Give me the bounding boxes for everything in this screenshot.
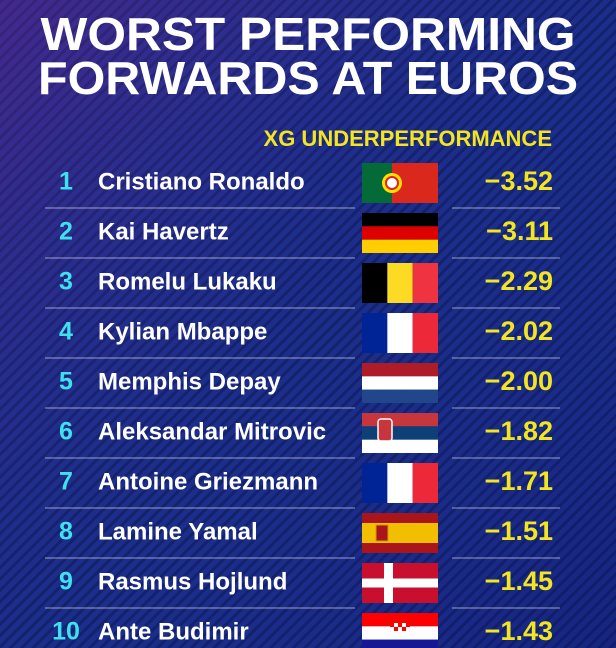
flag bbox=[362, 613, 438, 648]
xg-value: −1.43 bbox=[485, 616, 553, 646]
table-row: 6 Aleksandar Mitrovic −1.82 bbox=[45, 413, 560, 459]
player-name: Kai Havertz bbox=[98, 218, 229, 245]
column-title: XG UNDERPERFORMANCE bbox=[264, 126, 552, 151]
xg-value: −1.51 bbox=[485, 516, 553, 546]
flag-part bbox=[362, 363, 438, 377]
flag-part bbox=[362, 226, 438, 240]
flag bbox=[362, 513, 438, 553]
player-name: Romelu Lukaku bbox=[98, 268, 277, 295]
flag-part bbox=[362, 313, 388, 353]
rank: 10 bbox=[52, 618, 80, 646]
flag bbox=[362, 413, 438, 453]
player-name: Memphis Depay bbox=[98, 368, 281, 395]
title-line: FORWARDS AT EUROS bbox=[38, 52, 578, 104]
flag-part bbox=[362, 239, 438, 253]
rank: 8 bbox=[59, 518, 73, 546]
xg-value: −2.00 bbox=[485, 366, 553, 396]
flag bbox=[362, 463, 438, 503]
rank: 1 bbox=[59, 168, 73, 196]
flag-part bbox=[402, 623, 406, 627]
table-row: 2 Kai Havertz −3.11 bbox=[45, 213, 560, 259]
flag-part bbox=[362, 626, 438, 640]
xg-value: −2.02 bbox=[485, 316, 553, 346]
player-name: Ante Budimir bbox=[98, 618, 249, 645]
player-name: Antoine Griezmann bbox=[98, 468, 318, 495]
xg-value: −3.52 bbox=[485, 166, 553, 196]
rank: 4 bbox=[59, 318, 73, 346]
flag bbox=[362, 213, 438, 253]
flag-part bbox=[385, 176, 399, 190]
flag-part bbox=[362, 578, 438, 588]
flag-part bbox=[412, 313, 438, 353]
rank: 9 bbox=[59, 568, 73, 596]
player-name: Lamine Yamal bbox=[98, 518, 258, 545]
table-row: 8 Lamine Yamal −1.51 bbox=[45, 513, 560, 559]
player-name: Cristiano Ronaldo bbox=[98, 168, 305, 195]
table: 1 Cristiano Ronaldo −3.52 2 Kai Havertz −3.11… bbox=[45, 163, 560, 648]
flag-part bbox=[387, 313, 413, 353]
player-name: Rasmus Hojlund bbox=[98, 568, 287, 595]
flag-part bbox=[412, 463, 438, 503]
table-row: 7 Antoine Griezmann −1.71 bbox=[45, 463, 560, 509]
flag-part bbox=[362, 426, 438, 440]
flag-part bbox=[394, 623, 398, 627]
flag-part bbox=[398, 627, 402, 631]
flag-part bbox=[362, 533, 438, 543]
xg-value: −3.11 bbox=[486, 216, 553, 246]
flag-part bbox=[390, 623, 394, 627]
flag-part bbox=[375, 524, 389, 542]
flag-part bbox=[390, 627, 394, 631]
table-row: 3 Romelu Lukaku −2.29 bbox=[45, 263, 560, 309]
table-row: 10 Ante Budimir −1.43 bbox=[52, 613, 553, 648]
flag-part bbox=[387, 263, 413, 303]
flag-part bbox=[362, 639, 438, 648]
flag-part bbox=[362, 463, 388, 503]
flag bbox=[362, 263, 438, 303]
flag bbox=[362, 313, 438, 353]
flag-part bbox=[362, 523, 438, 533]
flag-part bbox=[402, 627, 406, 631]
rank: 7 bbox=[59, 468, 73, 496]
rank: 6 bbox=[59, 418, 73, 446]
flag-part bbox=[412, 263, 438, 303]
flag-part bbox=[362, 613, 438, 627]
flag-part bbox=[362, 213, 438, 227]
title-line: WORST PERFORMING bbox=[41, 8, 576, 60]
table-row: 9 Rasmus Hojlund −1.45 bbox=[45, 563, 560, 609]
flag-part bbox=[398, 623, 402, 627]
flag-part bbox=[362, 389, 438, 403]
player-name: Kylian Mbappe bbox=[98, 318, 267, 345]
flag-part bbox=[362, 513, 438, 523]
player-name: Aleksandar Mitrovic bbox=[98, 418, 326, 445]
rank: 5 bbox=[59, 368, 73, 396]
rank: 2 bbox=[59, 218, 73, 246]
flag bbox=[362, 363, 438, 403]
flag bbox=[362, 563, 438, 603]
table-row: 1 Cristiano Ronaldo −3.52 bbox=[45, 163, 560, 209]
flag-part bbox=[362, 543, 438, 553]
flag bbox=[362, 163, 438, 203]
xg-value: −2.29 bbox=[485, 266, 553, 296]
rank: 3 bbox=[59, 268, 73, 296]
table-row: 4 Kylian Mbappe −2.02 bbox=[45, 313, 560, 359]
flag-part bbox=[362, 376, 438, 390]
xg-value: −1.82 bbox=[485, 416, 553, 446]
xg-value: −1.71 bbox=[485, 466, 553, 496]
flag-part bbox=[362, 263, 388, 303]
flag-part bbox=[362, 439, 438, 453]
flag-part bbox=[406, 623, 410, 627]
xg-value: −1.45 bbox=[485, 566, 553, 596]
flag-part bbox=[387, 463, 413, 503]
table-row: 5 Memphis Depay −2.00 bbox=[45, 363, 560, 409]
flag-part bbox=[406, 627, 410, 631]
flag-part bbox=[394, 627, 398, 631]
flag-part bbox=[362, 413, 438, 427]
flag-part bbox=[377, 418, 393, 442]
